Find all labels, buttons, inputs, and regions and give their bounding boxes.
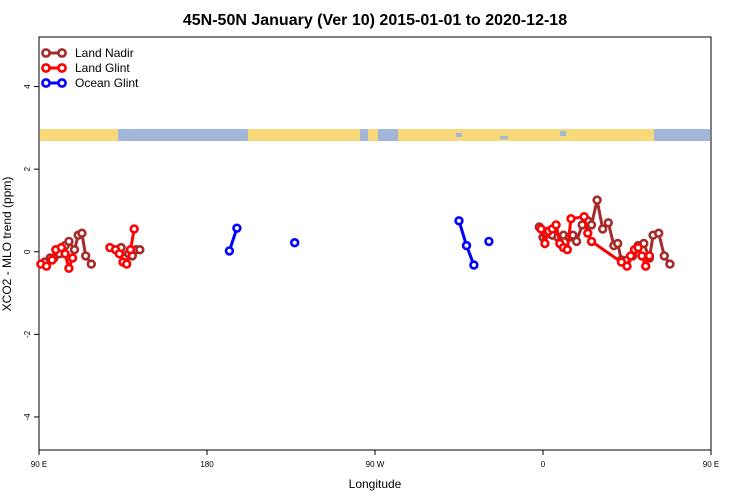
- x-tick-label-2: 90 W: [366, 460, 385, 469]
- data-point-ocean-glint-3-0: [484, 236, 494, 247]
- legend-marker-ocean-glint-2: [57, 78, 67, 88]
- data-point-ocean-glint-2-2: [469, 260, 479, 270]
- data-point-land-glint-2-0: [536, 224, 546, 234]
- data-point-ocean-glint-1-0: [290, 238, 300, 248]
- data-point-land-glint-2-10: [583, 228, 593, 238]
- legend-marker-land-glint-2: [57, 63, 67, 73]
- data-point-land-nadir-2-14: [603, 218, 613, 228]
- data-point-land-nadir-0-8: [77, 228, 87, 238]
- x-tick-label-4: 90 E: [703, 460, 719, 469]
- data-point-ocean-glint-2-0: [454, 216, 464, 226]
- data-point-land-glint-0-6: [64, 263, 74, 273]
- plot-area: [36, 36, 712, 451]
- data-point-land-glint-0-2: [47, 255, 57, 265]
- data-point-land-glint-2-7: [562, 245, 572, 255]
- legend-marker-land-nadir: [41, 48, 51, 58]
- data-point-land-glint-2-4: [551, 220, 561, 230]
- y-tick-label-2: 0: [23, 249, 32, 254]
- data-point-land-glint-2-8: [566, 214, 576, 224]
- x-tick-label-1: 180: [200, 460, 214, 469]
- data-point-land-nadir-0-10: [86, 259, 97, 269]
- data-point-land-glint-0-1: [41, 261, 52, 271]
- x-tick-label-0: 90 E: [31, 460, 47, 469]
- y-tick-label-1: -2: [23, 330, 32, 338]
- data-point-land-glint-1-2: [114, 249, 125, 259]
- legend: Land Nadir Land Glint Ocean Glint: [41, 46, 139, 90]
- legend-label-ocean-glint: Ocean Glint: [75, 76, 139, 90]
- y-tick-label-3: 2: [23, 166, 32, 171]
- x-tick-label-3: 0: [541, 460, 546, 469]
- series-layer: [36, 195, 675, 273]
- data-point-land-glint-2-17: [637, 251, 647, 261]
- data-point-land-nadir-2-8: [571, 236, 582, 247]
- data-point-land-glint-2-13: [622, 261, 632, 271]
- data-point-ocean-glint-0-0: [224, 246, 235, 256]
- y-tick-label-4: 4: [23, 84, 32, 89]
- data-point-land-nadir-2-13: [597, 224, 608, 234]
- legend-item-land-glint: Land Glint: [41, 61, 130, 75]
- legend-label-land-glint: Land Glint: [75, 61, 130, 75]
- data-point-land-nadir-2-12: [592, 195, 602, 205]
- world-map-strip: [40, 129, 710, 141]
- data-point-land-glint-2-14: [625, 251, 636, 261]
- data-point-ocean-glint-0-1: [232, 223, 242, 233]
- chart-title: 45N-50N January (Ver 10) 2015-01-01 to 2…: [183, 12, 567, 29]
- y-tick-label-0: -4: [23, 413, 32, 421]
- data-point-land-glint-1-4: [121, 259, 132, 269]
- data-point-land-glint-1-6: [129, 224, 139, 234]
- data-point-land-glint-2-16: [633, 242, 643, 253]
- data-point-land-nadir-2-16: [612, 238, 623, 249]
- legend-item-land-nadir: Land Nadir: [41, 46, 134, 60]
- data-point-land-nadir-0-9: [80, 251, 91, 261]
- legend-marker-land-glint: [41, 63, 51, 73]
- data-point-land-nadir-1-5: [135, 245, 145, 255]
- data-point-land-glint-2-1: [540, 238, 550, 249]
- legend-label-land-nadir: Land Nadir: [75, 46, 134, 60]
- x-axis-label: Longitude: [349, 477, 402, 491]
- data-point-land-nadir-2-11: [586, 220, 597, 230]
- data-point-land-glint-1-5: [125, 245, 136, 255]
- data-point-land-glint-0-5: [60, 249, 70, 259]
- data-point-land-glint-2-19: [644, 251, 655, 261]
- series-land-glint: [36, 212, 655, 273]
- data-point-land-glint-2-9: [579, 212, 589, 222]
- data-point-land-nadir-0-5: [64, 236, 74, 247]
- data-point-land-glint-0-7: [67, 253, 78, 263]
- y-axis-label: XCO2 - MLO trend (ppm): [0, 177, 14, 312]
- y-axis: -4 -2 0 2 4: [23, 84, 39, 421]
- data-point-land-nadir-2-24: [653, 228, 664, 238]
- data-point-land-glint-2-11: [586, 236, 597, 247]
- series-ocean-glint: [224, 216, 494, 270]
- data-point-land-nadir-0-6: [69, 245, 80, 255]
- legend-marker-land-nadir-2: [57, 48, 67, 58]
- legend-marker-ocean-glint: [41, 78, 51, 88]
- data-point-land-nadir-2-25: [659, 251, 669, 261]
- legend-item-ocean-glint: Ocean Glint: [41, 76, 139, 90]
- data-point-land-glint-2-18: [640, 261, 651, 271]
- data-point-land-nadir-2-26: [665, 259, 675, 269]
- data-point-ocean-glint-2-1: [461, 240, 472, 251]
